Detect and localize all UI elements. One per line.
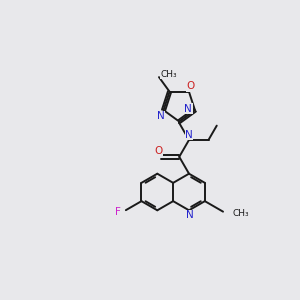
Text: N: N [157,111,164,121]
Text: F: F [115,207,121,217]
Text: O: O [155,146,163,156]
Text: N: N [186,210,194,220]
Text: N: N [185,130,193,140]
Text: O: O [186,81,195,91]
Text: CH₃: CH₃ [160,70,177,79]
Text: CH₃: CH₃ [232,209,249,218]
Text: N: N [184,103,192,114]
